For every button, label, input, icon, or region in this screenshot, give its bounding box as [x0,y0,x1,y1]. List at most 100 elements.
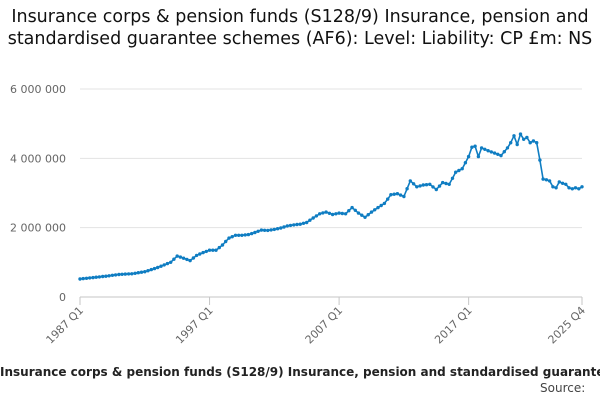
data-point [334,212,338,216]
data-point [398,193,403,197]
data-point [509,141,513,145]
data-point [350,205,354,210]
data-point [220,243,225,247]
data-point [143,270,147,274]
data-point [515,142,519,147]
data-point [269,228,273,232]
data-point [428,182,432,186]
x-tick-label: 2017 Q1 [432,304,475,347]
data-point [528,141,532,145]
data-point [201,250,205,255]
data-point [217,245,221,250]
data-point [152,266,157,271]
data-point [483,147,487,151]
data-point [376,205,380,210]
data-point [463,161,468,165]
data-point [470,145,474,149]
data-point [353,208,357,212]
data-point [421,183,425,187]
data-point [402,194,406,199]
data-point [84,276,89,280]
data-point [324,210,328,214]
data-point [308,218,312,222]
data-point [120,272,124,276]
data-point [544,178,549,182]
data-point [214,248,218,252]
data-point [502,150,506,154]
data-point [382,201,387,206]
data-point [573,186,578,190]
x-tick-label: 2025 Q4 [546,304,589,347]
data-point [395,192,400,196]
data-point [567,186,571,190]
data-point [262,228,267,232]
data-point [560,181,565,185]
data-point [113,273,118,277]
data-point [101,274,105,279]
data-point [88,276,92,280]
data-point [282,225,286,229]
data-point [178,255,183,259]
data-point [518,132,523,136]
data-point [110,273,115,277]
data-point [198,252,202,256]
data-point [405,187,409,191]
legend-entry: Insurance corps & pension funds (S128/9)… [0,365,600,379]
x-axis [79,296,583,305]
x-tick-label: 1997 Q1 [173,304,216,347]
data-point [81,276,85,281]
data-point [126,272,131,276]
data-point [392,192,396,196]
data-point [476,154,481,159]
data-point [97,275,102,279]
series-line [79,133,583,280]
data-point [424,183,429,187]
data-point [139,270,144,274]
data-point [418,184,422,188]
data-point [538,158,542,162]
x-axis-labels: 1987 Q1 1997 Q1 2007 Q1 2017 Q1 2025 Q4 [44,304,589,347]
data-point [479,146,484,150]
data-point [415,185,419,189]
data-point [149,267,153,272]
data-point [130,272,134,276]
data-point [450,176,455,180]
data-point [386,197,390,201]
data-point [230,235,234,239]
data-point [94,275,98,279]
data-point [441,180,445,185]
y-tick-label: 2 000 000 [10,222,66,235]
data-point [512,134,516,138]
data-point [411,182,416,186]
data-point [250,231,254,236]
data-point [486,149,490,153]
data-point [431,185,435,189]
x-tick-label: 2007 Q1 [303,304,346,347]
data-point [531,139,536,143]
data-point [373,208,377,212]
data-point [275,227,280,231]
data-point [156,265,160,270]
data-point [360,213,364,217]
data-point [224,239,228,244]
data-point [194,253,199,258]
data-point [466,154,471,159]
data-point [577,187,581,191]
data-point [457,168,461,173]
data-point [285,224,289,228]
data-point [366,213,370,217]
data-point [499,153,503,158]
y-tick-label: 0 [59,291,66,304]
data-point [356,211,361,215]
data-point [191,256,196,260]
data-point [547,179,552,183]
data-point [259,228,264,232]
data-point [321,211,325,215]
data-point [541,177,545,181]
data-point [292,223,296,227]
data-point [447,182,451,186]
data-point [117,272,121,277]
data-point [369,210,374,214]
data-point [343,212,348,216]
